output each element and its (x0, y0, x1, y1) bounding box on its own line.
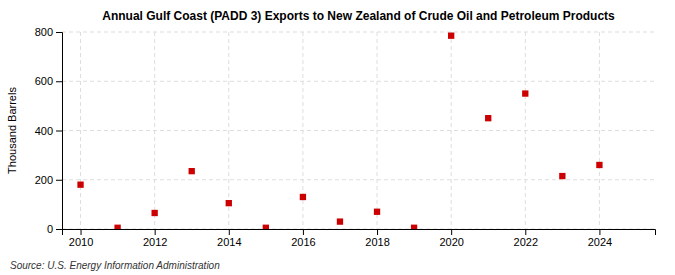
point (263, 225, 269, 229)
x-tick-label: 2014 (217, 236, 241, 248)
x-tick-label: 2012 (143, 236, 167, 248)
x-axis-line (63, 230, 656, 236)
x-tick: 2020 (439, 229, 463, 248)
x-tick-mark (599, 229, 600, 235)
x-tick-mark (525, 229, 526, 235)
grid-line-x (599, 32, 600, 229)
point (485, 115, 491, 121)
points (77, 33, 602, 229)
x-tick: 2010 (69, 229, 93, 248)
point (559, 173, 565, 179)
grid-line-y (62, 179, 655, 180)
y-tick-mark (56, 81, 62, 82)
point (151, 210, 157, 216)
y-tick-mark (56, 229, 62, 230)
y-tick-mark (56, 131, 62, 132)
x-tick-label: 2016 (291, 236, 315, 248)
chart: 2010 2012 2014 2016 2018 2020 2022 2024 0 200 400 6… (0, 0, 675, 275)
point (114, 225, 120, 229)
grid-line-y (62, 130, 655, 131)
x-tick-mark (229, 229, 230, 235)
x-tick: 2018 (365, 229, 389, 248)
x-tick: 2014 (217, 229, 241, 248)
x-tick-mark (81, 229, 82, 235)
y-tick-mark (56, 32, 62, 33)
grid-line-x (377, 32, 378, 229)
grid-line-x (451, 32, 452, 229)
x-tick-label: 2024 (588, 236, 612, 248)
x-tick-label: 2010 (69, 236, 93, 248)
y-tick-label: 400 (35, 125, 53, 137)
grid-line-x (80, 32, 81, 229)
y-axis-line (56, 33, 63, 230)
y-tick: 800 (35, 26, 62, 38)
grid-line-y (62, 81, 655, 82)
x-tick: 2012 (143, 229, 167, 248)
x-tick: 2022 (514, 229, 538, 248)
x-tick: 2016 (291, 229, 315, 248)
point (522, 90, 528, 96)
y-tick: 600 (35, 75, 62, 87)
point (448, 33, 454, 39)
y-axis-title: Thousand Barrels (6, 87, 18, 174)
point (189, 168, 195, 174)
point (77, 182, 83, 188)
point (411, 225, 417, 229)
grid (62, 32, 655, 229)
point (300, 194, 306, 200)
x-tick-mark (303, 229, 304, 235)
y-tick-label: 800 (35, 26, 53, 38)
x-axis: 2010 2012 2014 2016 2018 2020 2022 2024 (63, 229, 656, 248)
y-tick-label: 600 (35, 75, 53, 87)
y-tick-label: 200 (35, 174, 53, 186)
x-tick-label: 2022 (514, 236, 538, 248)
source: Source: U.S. Energy Information Administ… (10, 260, 220, 271)
point (596, 162, 602, 168)
x-tick: 2024 (588, 229, 612, 248)
y-tick: 0 (47, 223, 62, 235)
grid-line-x (228, 32, 229, 229)
x-tick-label: 2020 (439, 236, 463, 248)
y-tick-mark (56, 180, 62, 181)
grid-line-x (154, 32, 155, 229)
y-tick: 200 (35, 174, 62, 186)
point (226, 200, 232, 206)
y-tick-label: 0 (47, 223, 53, 235)
x-tick-mark (155, 229, 156, 235)
point (374, 209, 380, 215)
x-tick-mark (377, 229, 378, 235)
grid-line-x (525, 32, 526, 229)
y-axis: 0 200 400 600 800 (35, 26, 63, 235)
grid-line-y (62, 32, 655, 33)
x-tick-label: 2018 (365, 236, 389, 248)
y-tick: 400 (35, 125, 62, 137)
x-tick-mark (451, 229, 452, 235)
point (337, 218, 343, 224)
title: Annual Gulf Coast (PADD 3) Exports to Ne… (102, 9, 615, 23)
